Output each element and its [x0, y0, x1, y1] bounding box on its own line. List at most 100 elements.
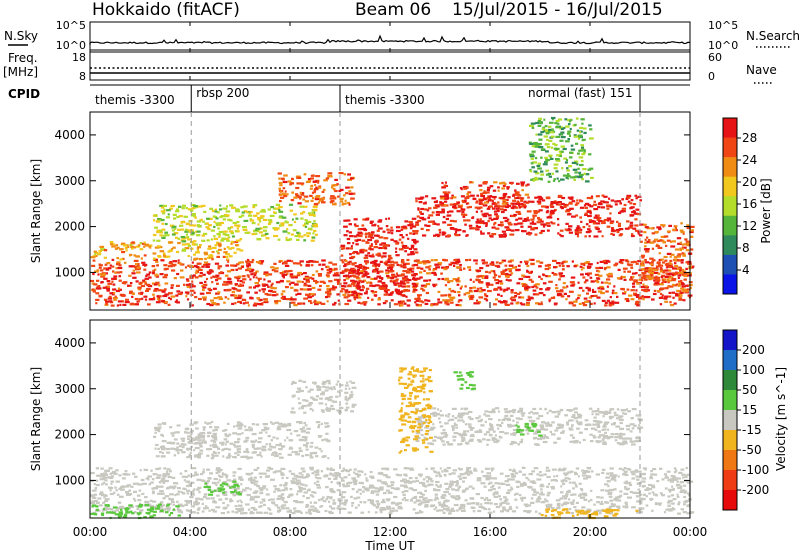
heatmap-cell	[417, 219, 421, 223]
heatmap-cell	[99, 245, 105, 248]
heatmap-cell	[242, 298, 247, 302]
heatmap-cell	[297, 233, 300, 236]
heatmap-cell	[291, 218, 294, 221]
heatmap-cell	[553, 167, 558, 170]
heatmap-cell	[309, 501, 312, 504]
heatmap-cell	[551, 222, 556, 225]
heatmap-cell	[532, 293, 538, 296]
heatmap-cell	[232, 221, 238, 224]
heatmap-cell	[458, 299, 463, 302]
heatmap-cell	[343, 173, 347, 176]
heatmap-cell	[633, 279, 638, 282]
heatmap-cell	[496, 265, 501, 268]
heatmap-cell	[223, 230, 228, 233]
colorbar-swatch	[723, 137, 737, 158]
heatmap-cell	[551, 172, 554, 175]
heatmap-cell	[548, 298, 552, 301]
heatmap-cell	[317, 201, 320, 204]
heatmap-cell	[657, 272, 661, 275]
heatmap-cell	[358, 263, 362, 267]
heatmap-cell	[336, 489, 341, 492]
heatmap-cell	[131, 272, 136, 275]
heatmap-cell	[443, 491, 446, 494]
heatmap-cell	[196, 262, 201, 265]
heatmap-cell	[307, 284, 312, 287]
heatmap-cell	[607, 492, 613, 496]
heatmap-cell	[109, 508, 114, 511]
cpid-label: CPID	[8, 87, 40, 101]
heatmap-cell	[359, 228, 365, 231]
heatmap-cell	[652, 468, 657, 471]
heatmap-cell	[356, 238, 361, 241]
heatmap-cell	[438, 503, 443, 507]
heatmap-cell	[674, 225, 678, 228]
heatmap-cell	[683, 270, 687, 273]
heatmap-cell	[378, 263, 381, 266]
heatmap-cell	[558, 290, 564, 293]
heatmap-cell	[257, 218, 261, 221]
heatmap-cell	[250, 481, 256, 484]
heatmap-cell	[423, 269, 426, 272]
heatmap-cell	[418, 499, 422, 502]
heatmap-cell	[381, 281, 386, 285]
heatmap-cell	[483, 261, 488, 264]
heatmap-cell	[677, 284, 681, 287]
heatmap-cell	[571, 481, 576, 484]
heatmap-cell	[305, 475, 309, 478]
heatmap-cell	[664, 300, 669, 303]
heatmap-cell	[363, 501, 367, 504]
heatmap-cell	[285, 221, 289, 224]
heatmap-cell	[115, 244, 119, 247]
heatmap-cell	[157, 474, 162, 477]
heatmap-cell	[583, 204, 587, 207]
heatmap-cell	[570, 512, 574, 515]
heatmap-cell	[664, 287, 669, 290]
heatmap-cell	[206, 291, 211, 295]
heatmap-cell	[411, 270, 415, 273]
heatmap-cell	[452, 196, 457, 199]
heatmap-cell	[438, 231, 442, 234]
heatmap-cell	[511, 296, 516, 299]
heatmap-cell	[567, 295, 571, 298]
heatmap-cell	[126, 493, 131, 496]
heatmap-cell	[285, 286, 289, 289]
heatmap-cell	[465, 234, 468, 237]
heatmap-cell	[524, 260, 529, 263]
heatmap-cell	[442, 191, 447, 194]
heatmap-cell	[345, 186, 350, 189]
heatmap-cell	[276, 221, 280, 225]
heatmap-cell	[183, 479, 186, 482]
heatmap-cell	[518, 197, 523, 200]
heatmap-cell	[570, 148, 576, 151]
heatmap-cell	[530, 178, 533, 181]
heatmap-cell	[182, 248, 187, 251]
heatmap-cell	[499, 498, 503, 501]
heatmap-cell	[410, 246, 415, 249]
heatmap-cell	[313, 209, 318, 212]
heatmap-cell	[426, 480, 430, 483]
heatmap-cell	[139, 510, 143, 513]
heatmap-cell	[611, 292, 615, 295]
heatmap-cell	[555, 284, 558, 287]
heatmap-cell	[167, 303, 171, 306]
heatmap-cell	[386, 228, 390, 231]
heatmap-cell	[582, 226, 586, 229]
heatmap-cell	[216, 250, 219, 253]
heatmap-cell	[479, 221, 484, 224]
heatmap-cell	[359, 289, 364, 292]
heatmap-cell	[609, 296, 612, 299]
heatmap-cell	[343, 507, 347, 510]
heatmap-cell	[507, 221, 512, 224]
heatmap-cell	[371, 284, 376, 288]
heatmap-cell	[303, 282, 307, 285]
heatmap-cell	[283, 195, 288, 198]
heatmap-cell	[610, 232, 614, 235]
heatmap-cell	[284, 482, 288, 485]
heatmap-cell	[113, 472, 118, 475]
heatmap-cell	[152, 293, 155, 296]
heatmap-cell	[218, 272, 221, 275]
heatmap-cell	[473, 469, 478, 472]
heatmap-cell	[300, 483, 303, 486]
heatmap-cell	[253, 468, 258, 471]
heatmap-cell	[289, 209, 294, 212]
